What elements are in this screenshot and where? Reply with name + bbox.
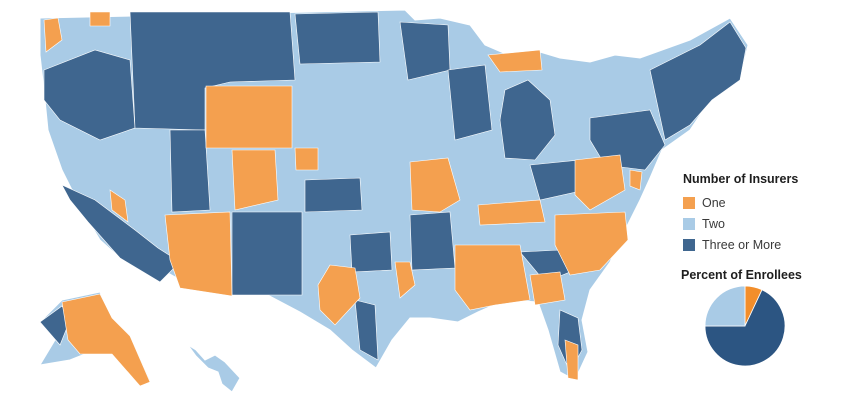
region-nevada-south bbox=[109, 189, 129, 223]
legend-label-three-or-more: Three or More bbox=[702, 237, 782, 252]
region-delaware bbox=[629, 169, 643, 191]
region-appalachia bbox=[574, 154, 626, 211]
region-carolinas bbox=[554, 211, 629, 276]
region-michigan bbox=[499, 79, 556, 161]
region-michigan-up bbox=[487, 49, 543, 73]
region-washington bbox=[43, 17, 63, 53]
legend-title: Number of Insurers bbox=[683, 172, 799, 186]
region-nevada bbox=[169, 129, 211, 213]
region-alaska bbox=[61, 293, 151, 387]
region-montana-ne bbox=[89, 11, 111, 27]
region-south-central bbox=[454, 244, 531, 311]
legend-item-three-or-more: Three or More bbox=[683, 234, 833, 255]
one-insurer-regions bbox=[43, 11, 643, 387]
region-four-corners bbox=[231, 211, 303, 296]
region-florida-mid bbox=[564, 339, 579, 381]
region-kansas bbox=[294, 147, 319, 171]
region-colorado-west bbox=[231, 149, 279, 211]
region-arizona bbox=[164, 211, 233, 297]
legend-swatch-two bbox=[683, 217, 695, 230]
region-north-plains bbox=[294, 11, 381, 65]
region-arkansas bbox=[409, 211, 456, 271]
region-north-texas bbox=[349, 231, 393, 273]
region-georgia bbox=[529, 271, 566, 306]
region-wyoming bbox=[205, 85, 293, 149]
region-texas-east bbox=[317, 264, 361, 326]
legend-swatch-three-or-more bbox=[683, 238, 695, 251]
region-missouri bbox=[409, 157, 461, 213]
region-northwest bbox=[43, 49, 136, 141]
region-new-england bbox=[649, 21, 747, 141]
pie-slice-three-or-more bbox=[704, 289, 786, 367]
enrollee-pie-chart bbox=[704, 285, 786, 367]
region-south-texas bbox=[354, 299, 379, 361]
legend-swatch-one bbox=[683, 196, 695, 209]
legend-label-one: One bbox=[702, 195, 726, 210]
enrollee-pie-block: Percent of Enrollees bbox=[681, 268, 841, 367]
legend-label-two: Two bbox=[702, 216, 725, 231]
insurer-legend: Number of Insurers One Two Three or More bbox=[683, 172, 833, 255]
region-northern-rockies bbox=[129, 11, 296, 131]
legend-item-one: One bbox=[683, 192, 833, 213]
legend-item-two: Two bbox=[683, 213, 833, 234]
region-california bbox=[61, 184, 181, 283]
three-or-more-regions bbox=[39, 11, 747, 373]
region-central-plains bbox=[304, 177, 363, 213]
region-tennessee bbox=[477, 199, 546, 226]
hawaii-shape bbox=[187, 344, 241, 393]
pie-title: Percent of Enrollees bbox=[681, 268, 802, 282]
region-texas-gulf bbox=[394, 261, 416, 299]
region-wisconsin bbox=[447, 64, 493, 141]
region-mid-atlantic bbox=[589, 109, 666, 171]
region-minnesota bbox=[399, 21, 451, 81]
pie-slice-two bbox=[704, 285, 746, 327]
